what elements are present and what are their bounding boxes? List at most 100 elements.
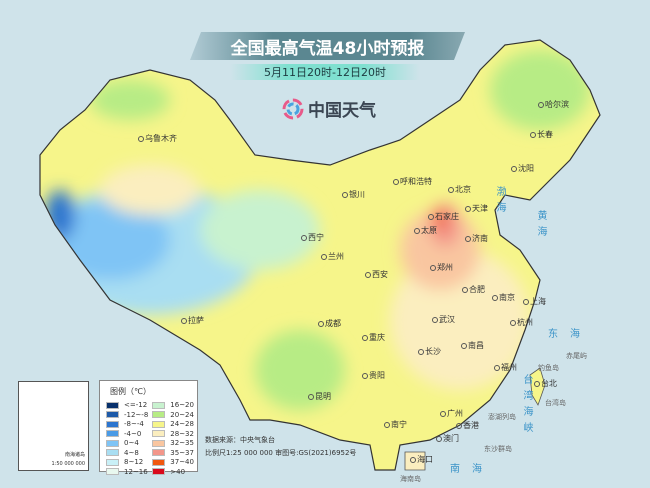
city-label: 长沙 [418,346,441,357]
legend-swatch [106,401,119,409]
city-label: 杭州 [510,317,533,328]
island-label: 海南岛 [400,475,421,483]
legend-label: 16~20 [170,401,194,410]
time-range: 5月11日20时-12日20时 [230,64,420,80]
legend-label: 32~35 [170,439,194,448]
sea-label: 南海 [450,464,494,475]
city-label: 南昌 [461,340,484,351]
legend-label: 8~12 [124,458,144,467]
legend-label: >40 [170,467,186,476]
city-label: 昆明 [308,391,331,402]
city-label: 台北 [534,378,557,389]
city-label: 重庆 [362,332,385,343]
legend-swatch [152,411,166,419]
legend-item: >40 [152,468,194,477]
island-label: 澎湖列岛 [488,413,516,421]
legend-label: -12~-8 [124,410,149,419]
data-source: 数据来源：中央气象台 [205,436,275,444]
city-label: 呼和浩特 [393,176,432,187]
legend-item: 35~37 [152,449,194,458]
legend-item: 16~20 [152,401,194,410]
city-label: 贵阳 [362,370,385,381]
city-label: 银川 [342,189,365,200]
city-label: 西宁 [301,232,324,243]
city-label: 哈尔滨 [538,99,569,110]
south-china-sea-inset: 南海诸岛 1:50 000 000 [18,381,89,471]
island-label: 钓鱼岛 [538,364,559,372]
legend-swatch [106,468,119,476]
city-label: 武汉 [432,314,455,325]
legend-swatch [152,449,166,457]
sea-label: 黄海 [535,210,546,242]
city-label: 合肥 [462,284,485,295]
legend-swatch [106,449,119,457]
legend-item: -12~-8 [106,411,148,420]
legend-label: 28~32 [170,429,194,438]
legend-item: 20~24 [152,411,194,420]
city-label: 南京 [492,292,515,303]
city-label: 太原 [414,225,437,236]
legend-label: 4~8 [124,448,139,457]
city-label: 长春 [530,129,553,140]
island-label: 赤尾屿 [566,352,587,360]
legend-swatch [152,468,166,476]
city-label: 上海 [523,296,546,307]
legend-item: -8~-4 [106,420,148,429]
city-label: 南宁 [384,419,407,430]
legend-item: 4~8 [106,449,148,458]
city-label: 沈阳 [511,163,534,174]
legend-swatch [106,411,119,419]
logo: 中国天气 [282,96,376,121]
city-label: 石家庄 [428,211,459,222]
legend-item: 8~12 [106,458,148,467]
sea-label: 渤海 [494,186,505,218]
legend-title: 图例（℃） [110,387,151,396]
city-label: 福州 [494,362,517,373]
legend-label: 12~16 [124,467,148,476]
city-label: 澳门 [436,433,459,444]
legend-swatch [106,439,119,447]
city-label: 天津 [465,203,488,214]
city-label: 香港 [456,420,479,431]
legend-item: 24~28 [152,420,194,429]
city-label: 拉萨 [181,315,204,326]
legend-item: 37~40 [152,458,194,467]
legend-label: -8~-4 [124,420,144,429]
city-label: 乌鲁木齐 [138,133,177,144]
city-label: 北京 [448,184,471,195]
island-label: 东沙群岛 [484,445,512,453]
legend-item: -4~0 [106,430,148,439]
legend-label: 35~37 [170,448,194,457]
sea-label: 东海 [548,329,592,340]
scale-info: 比例尺1:25 000 000 审图号:GS(2021)6952号 [205,449,357,457]
city-label: 广州 [440,408,463,419]
city-label: 郑州 [430,262,453,273]
legend-swatch [106,430,119,438]
city-label: 西安 [365,269,388,280]
legend-item: 0~4 [106,439,148,448]
legend: 图例（℃） <=-12 16~20 -12~-8 20~24 -8~-4 24~28 -4~… [99,380,198,476]
title-banner [190,32,465,60]
legend-swatch [152,458,166,466]
legend-swatch [106,458,119,466]
city-label: 济南 [465,233,488,244]
island-label: 台湾岛 [545,399,566,407]
legend-swatch [152,430,166,438]
city-label: 成都 [318,318,341,329]
legend-label: <=-12 [124,401,148,410]
legend-label: 37~40 [170,458,194,467]
legend-swatch [106,420,119,428]
china-weather-logo-icon [282,98,304,119]
legend-item: 32~35 [152,439,194,448]
legend-label: -4~0 [124,429,142,438]
legend-swatch [152,439,166,447]
legend-item: <=-12 [106,401,148,410]
legend-label: 20~24 [170,410,194,419]
legend-item: 12~16 [106,468,148,477]
sea-label: 台湾海峡 [521,374,532,438]
city-label: 兰州 [321,251,344,262]
legend-swatch [152,420,166,428]
city-label: 海口 [410,454,433,465]
legend-label: 0~4 [124,439,139,448]
legend-label: 24~28 [170,420,194,429]
